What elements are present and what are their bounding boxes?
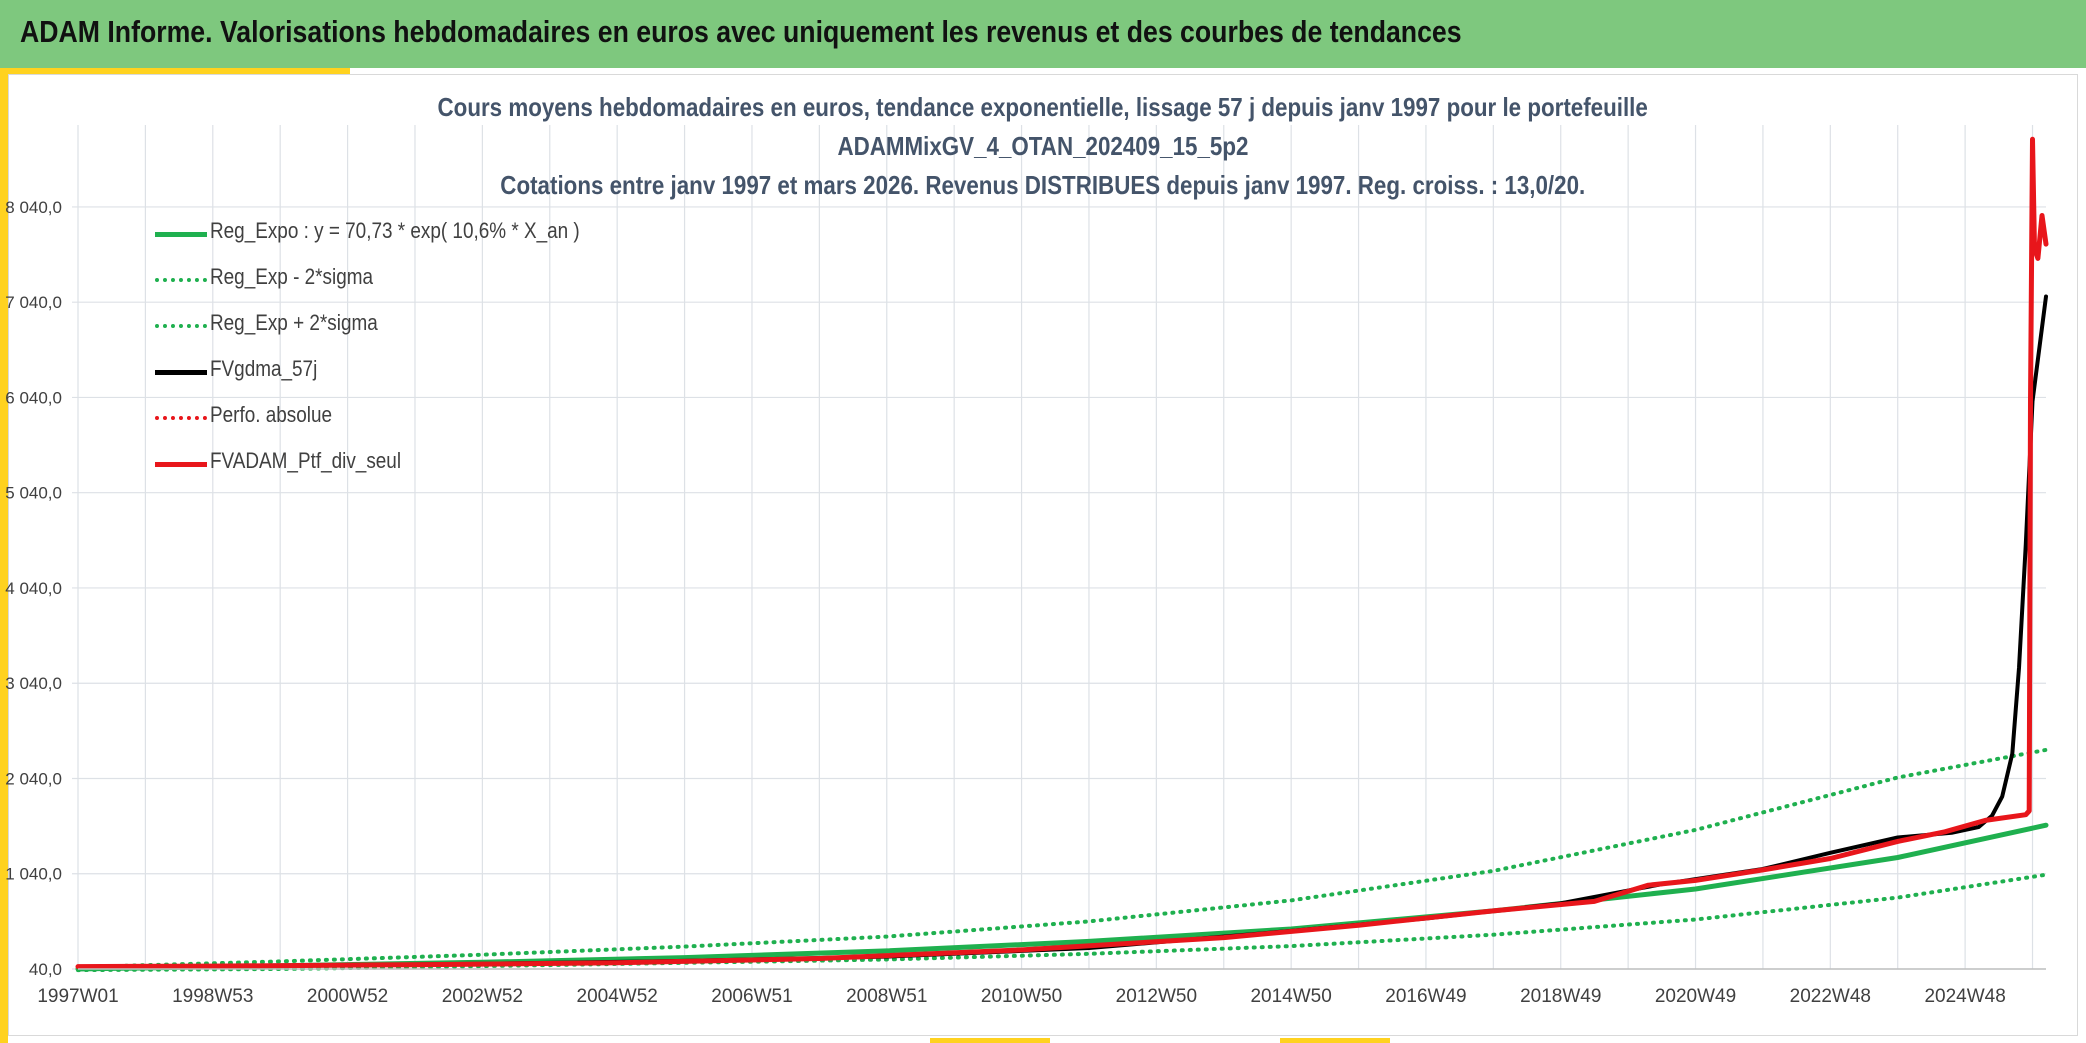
x-tick-label: 1998W53 [172,986,253,1007]
legend-label: FVADAM_Ptf_div_seul [210,448,402,473]
series-line [75,136,2049,970]
chart-title-line-1: Cours moyens hebdomadaires en euros, ten… [0,92,2086,123]
legend-label: Reg_Expo : y = 70,73 * exp( 10,6% * X_an… [210,218,580,243]
accent-bar-left [0,68,8,1043]
legend-swatch [155,232,207,237]
x-tick-label: 2000W52 [307,986,388,1007]
x-tick-label: 2020W49 [1655,986,1736,1007]
chart-title-line-3: Cotations entre janv 1997 et mars 2026. … [0,170,2086,201]
x-tick-label: 2006W51 [711,986,792,1007]
x-tick-label: 2012W50 [1116,986,1197,1007]
legend-label: FVgdma_57j [210,356,318,381]
y-tick-label: 5 040,0 [5,484,62,503]
chart-title-line-2: ADAMMixGV_4_OTAN_202409_15_5p2 [0,131,2086,162]
y-tick-label: 4 040,0 [5,579,62,598]
x-tick-label: 2008W51 [846,986,927,1007]
legend-swatch [155,416,207,420]
x-tick-label: 1997W01 [37,986,118,1007]
axes-group: 40,0 1 040,0 2 040,0 3 040,0 4 040,0 5 040,0 6… [5,198,2046,1007]
y-tick-label: 8 040,0 [5,198,62,217]
legend-label: Reg_Exp + 2*sigma [210,310,378,335]
legend-label: Reg_Exp - 2*sigma [210,264,374,289]
legend-swatch [155,324,207,328]
chart-title-text: Cotations entre janv 1997 et mars 2026. … [500,170,1586,200]
x-tick-label: 2022W48 [1790,986,1871,1007]
accent-bar-bottom [1280,1038,1390,1043]
x-tick-label: 2018W49 [1520,986,1601,1007]
x-tick-label: 2002W52 [442,986,523,1007]
x-tick-label: 2016W49 [1385,986,1466,1007]
x-tick-label: 2024W48 [1924,986,2005,1007]
x-tick-label: 2004W52 [577,986,658,1007]
legend-swatch [155,370,207,375]
series-line [76,747,2048,970]
header-bar: ADAM Informe. Valorisations hebdomadaire… [0,0,2086,68]
accent-bar-top [0,68,350,74]
x-tick-label: 2010W50 [981,986,1062,1007]
grid [72,125,2046,970]
series-group [75,136,2049,973]
legend-swatch [155,278,207,282]
chart-title-text: Cours moyens hebdomadaires en euros, ten… [437,92,1649,122]
accent-bar-bottom [930,1038,1050,1043]
legend-label: Perfo. absolue [210,402,333,427]
y-tick-label: 40,0 [29,960,62,979]
y-tick-label: 3 040,0 [5,674,62,693]
x-tick-label: 2014W50 [1250,986,1331,1007]
page-title: ADAM Informe. Valorisations hebdomadaire… [20,14,1462,49]
y-tick-label: 6 040,0 [5,388,62,407]
chart-title-text: ADAMMixGV_4_OTAN_202409_15_5p2 [837,131,1249,161]
y-tick-label: 2 040,0 [5,769,62,788]
legend-swatch [155,462,207,467]
y-tick-label: 7 040,0 [5,293,62,312]
y-tick-label: 1 040,0 [5,865,62,884]
